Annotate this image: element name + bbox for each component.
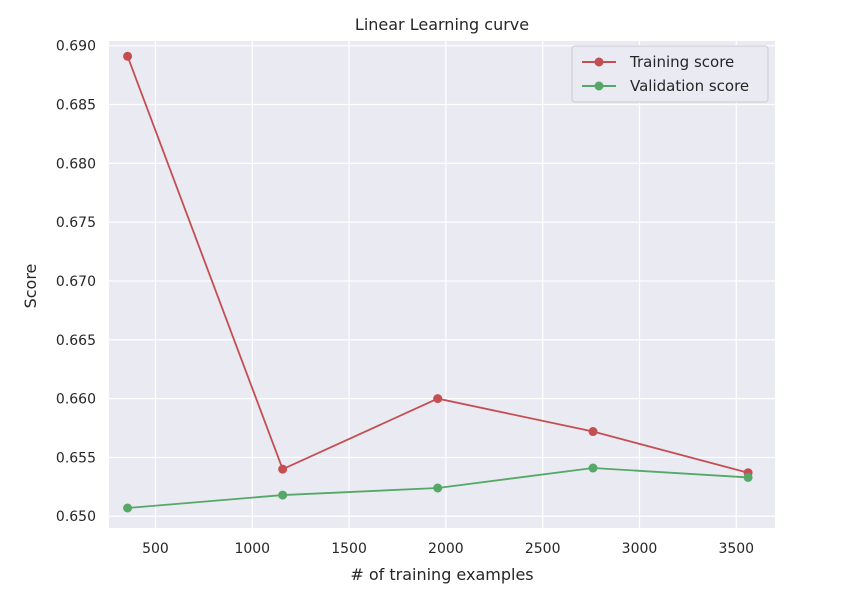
x-tick-label: 1500 bbox=[331, 541, 367, 557]
legend-box bbox=[571, 45, 769, 103]
legend-marker-validation bbox=[594, 81, 604, 91]
x-tick-label: 2500 bbox=[525, 541, 561, 557]
legend-item-validation: Validation score bbox=[582, 77, 749, 95]
y-tick-label: 0.675 bbox=[56, 215, 96, 231]
data-point-validation bbox=[278, 490, 288, 500]
y-tick-label: 0.670 bbox=[56, 274, 96, 290]
y-tick-label: 0.665 bbox=[56, 333, 96, 349]
y-tick-label: 0.650 bbox=[56, 509, 96, 525]
x-axis-label: # of training examples bbox=[350, 565, 533, 584]
data-point-validation bbox=[123, 503, 133, 513]
tick-labels: 500 1000 1500 2000 2500 3000 3500 0.650 0.655 0.6… bbox=[56, 39, 754, 557]
grid-lines bbox=[109, 41, 775, 528]
y-axis-label: Score bbox=[21, 264, 40, 309]
data-point-validation bbox=[588, 463, 598, 473]
y-tick-label: 0.660 bbox=[56, 392, 96, 408]
legend: Training score Validation score bbox=[571, 45, 769, 103]
data-point-training bbox=[433, 394, 443, 404]
legend-marker-training bbox=[594, 57, 604, 67]
plot-area bbox=[109, 41, 775, 528]
x-tick-label: 500 bbox=[142, 541, 169, 557]
legend-label-validation: Validation score bbox=[630, 77, 749, 95]
y-tick-label: 0.655 bbox=[56, 450, 96, 466]
data-point-training bbox=[588, 427, 598, 437]
data-point-validation bbox=[433, 483, 443, 493]
x-tick-label: 3000 bbox=[622, 541, 658, 557]
data-point-training bbox=[278, 464, 288, 474]
series-lines bbox=[123, 51, 753, 513]
chart-title: Linear Learning curve bbox=[355, 15, 529, 34]
legend-item-training: Training score bbox=[582, 53, 734, 71]
y-tick-label: 0.685 bbox=[56, 98, 96, 114]
x-tick-label: 2000 bbox=[428, 541, 464, 557]
x-tick-label: 3500 bbox=[718, 541, 754, 557]
y-tick-label: 0.690 bbox=[56, 39, 96, 55]
data-point-training bbox=[123, 51, 133, 61]
legend-label-training: Training score bbox=[629, 53, 734, 71]
y-tick-label: 0.680 bbox=[56, 156, 96, 172]
x-tick-label: 1000 bbox=[234, 541, 270, 557]
data-point-validation bbox=[743, 472, 753, 482]
